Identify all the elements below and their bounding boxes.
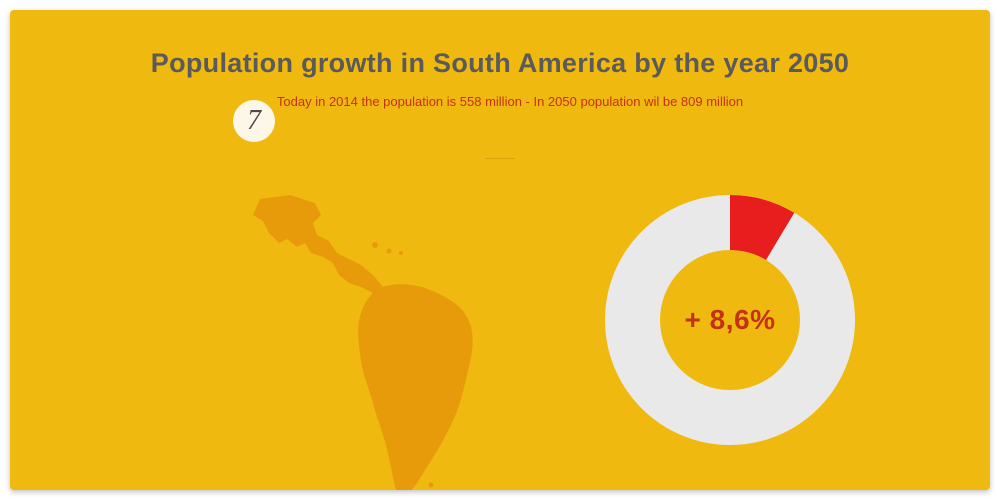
slide-number-badge: 7	[233, 100, 275, 142]
south-america-map	[245, 193, 515, 490]
page-title: Population growth in South America by th…	[10, 48, 990, 79]
growth-donut-chart: + 8,6%	[605, 195, 855, 445]
slide-number-label: 7	[247, 105, 261, 137]
page-subtitle: Today in 2014 the population is 558 mill…	[260, 92, 760, 112]
infographic-card: Population growth in South America by th…	[10, 10, 990, 490]
map-icon	[245, 193, 515, 490]
title-divider	[485, 158, 515, 159]
donut-center-label: + 8,6%	[605, 195, 855, 445]
